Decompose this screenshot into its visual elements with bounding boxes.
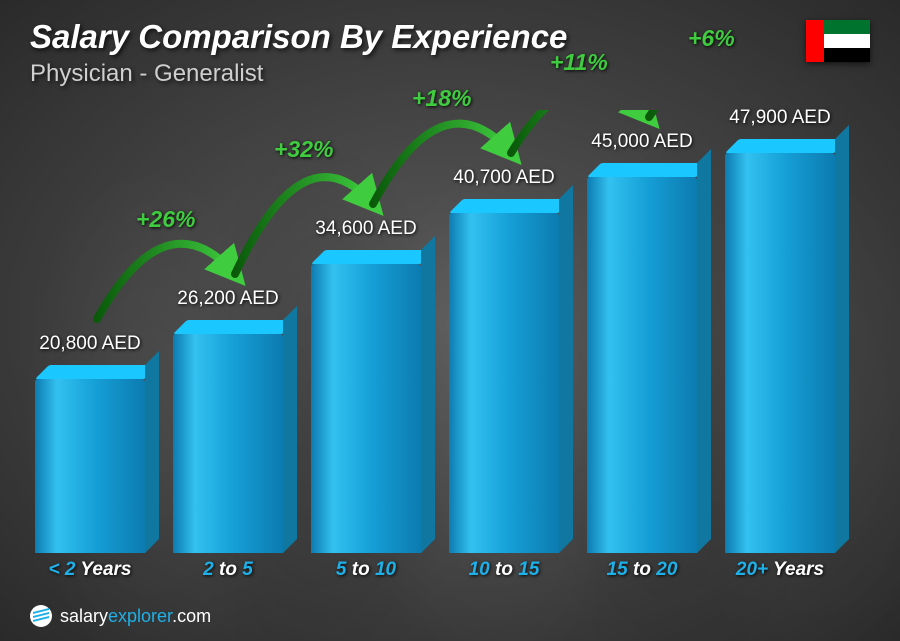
bar: 45,000 AED <box>587 177 697 553</box>
bar-value-label: 45,000 AED <box>591 131 692 153</box>
brand-post: .com <box>172 606 211 626</box>
brand-highlight: explorer <box>108 606 172 626</box>
bar-value-label: 40,700 AED <box>453 167 554 189</box>
growth-label: +26% <box>136 206 195 233</box>
bar: 26,200 AED <box>173 334 283 553</box>
bar: 20,800 AED <box>35 379 145 553</box>
brand-pre: salary <box>60 606 108 626</box>
bar-slot: 47,900 AED <box>720 153 840 553</box>
bar-value-label: 34,600 AED <box>315 218 416 240</box>
category-label: 15 to 20 <box>582 559 702 581</box>
bar-slot: 20,800 AED <box>30 379 150 553</box>
growth-label: +32% <box>274 136 333 163</box>
page-subtitle: Physician - Generalist <box>30 60 567 88</box>
category-labels: < 2 Years 2 to 5 5 to 10 10 to 15 15 to 20 20… <box>30 559 840 581</box>
bar-slot: 34,600 AED <box>306 264 426 553</box>
page-title: Salary Comparison By Experience <box>30 18 567 56</box>
brand-text: salaryexplorer.com <box>60 606 211 627</box>
bar: 34,600 AED <box>311 264 421 553</box>
bar-value-label: 26,200 AED <box>177 288 278 310</box>
category-label: 2 to 5 <box>168 559 288 581</box>
bar: 40,700 AED <box>449 213 559 553</box>
bar: 47,900 AED <box>725 153 835 553</box>
category-label: 10 to 15 <box>444 559 564 581</box>
brand-logo-icon <box>30 605 52 627</box>
category-label: 5 to 10 <box>306 559 426 581</box>
category-label: 20+ Years <box>720 559 840 581</box>
bar-value-label: 47,900 AED <box>729 107 830 129</box>
growth-label: +11% <box>550 49 608 76</box>
bar-slot: 26,200 AED <box>168 334 288 553</box>
uae-flag-icon <box>806 20 870 62</box>
salary-bar-chart: 20,800 AED 26,200 AED 34,600 AED 40,700 AED… <box>30 110 840 581</box>
category-label: < 2 Years <box>30 559 150 581</box>
footer-brand: salaryexplorer.com <box>30 605 211 627</box>
bar-value-label: 20,800 AED <box>39 333 140 355</box>
bar-slot: 40,700 AED <box>444 213 564 553</box>
growth-label: +18% <box>412 85 471 112</box>
header: Salary Comparison By Experience Physicia… <box>30 18 567 88</box>
bars-container: 20,800 AED 26,200 AED 34,600 AED 40,700 AED… <box>30 110 840 553</box>
bar-slot: 45,000 AED <box>582 177 702 553</box>
growth-label: +6% <box>688 25 735 52</box>
